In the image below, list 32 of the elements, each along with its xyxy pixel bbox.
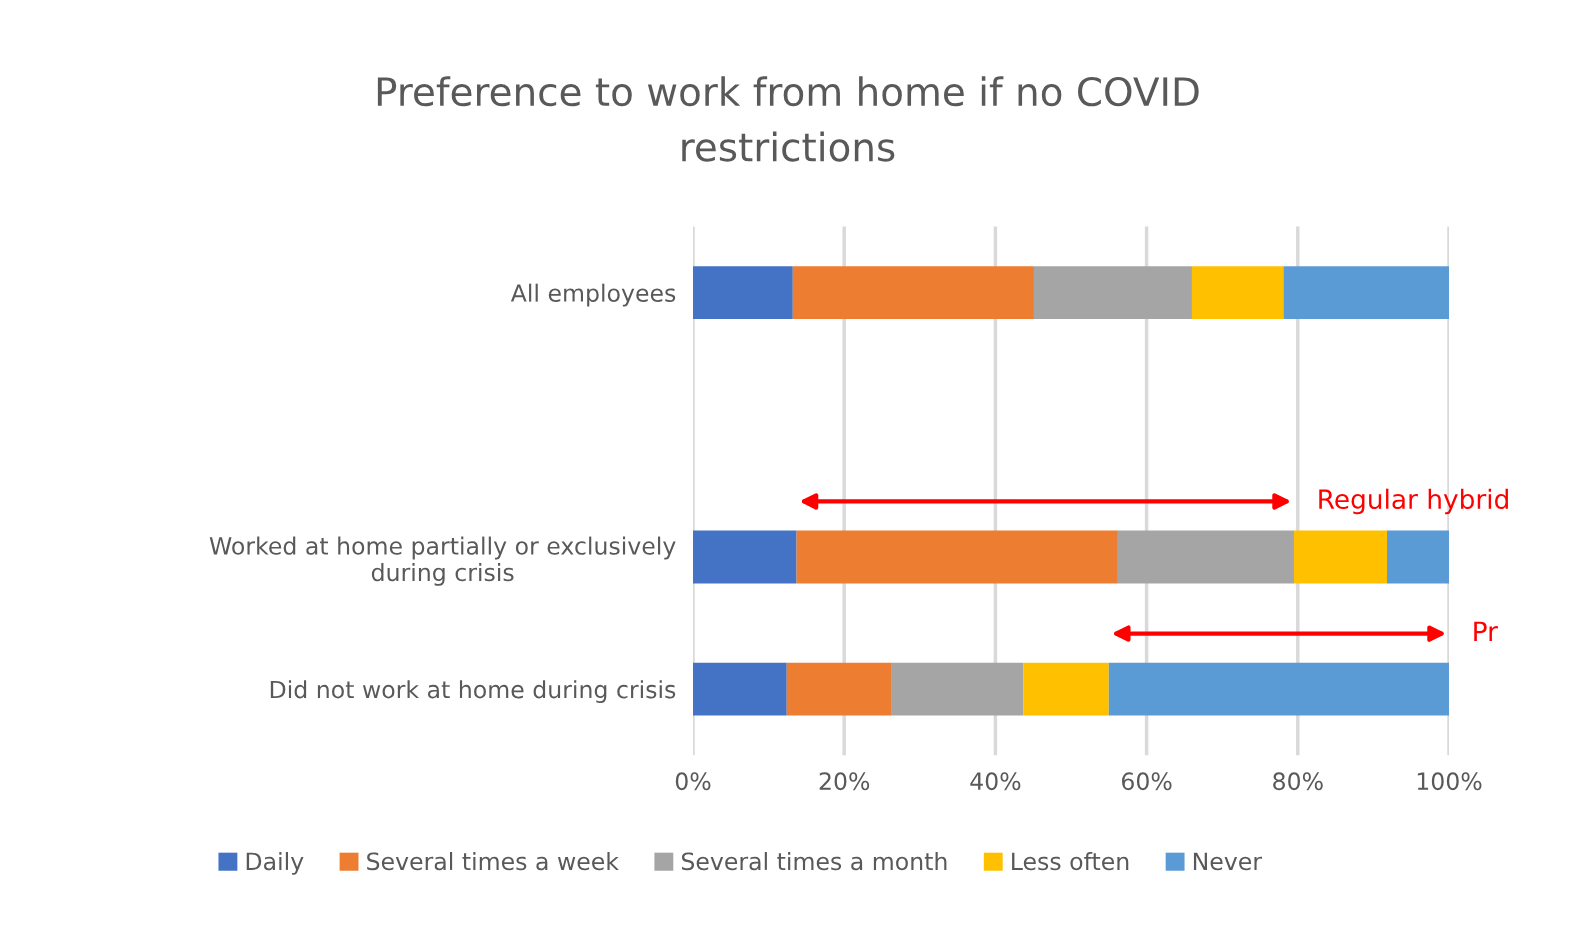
- bar: [693, 530, 797, 584]
- text: Pr: [1474, 621, 1498, 641]
- x-tick-label: 60%: [1122, 772, 1172, 791]
- legend-label: Never: [1193, 852, 1263, 871]
- bar: [796, 530, 1118, 584]
- legend-label: Several times a week: [367, 851, 619, 871]
- legend-label: Daily: [246, 851, 304, 875]
- bar: [1191, 266, 1284, 320]
- bar: [693, 266, 793, 320]
- bar: [1117, 530, 1295, 584]
- bar: [1294, 530, 1388, 584]
- bar: [1387, 530, 1449, 584]
- legend-label: Several times a month: [681, 851, 947, 871]
- chart-title: Preference to work from home if no COVID restrictions: [377, 76, 1199, 162]
- x-tick-label: 20%: [819, 772, 870, 791]
- bar: [792, 266, 1034, 320]
- bar: [1033, 266, 1192, 320]
- x-tick-label: 100%: [1417, 772, 1482, 791]
- bar: [1108, 662, 1449, 716]
- y-tick-label: Did not work at home during crisis: [270, 680, 676, 703]
- bar: [786, 662, 892, 716]
- y-tick-label: All employees: [510, 283, 676, 307]
- bar: [1023, 662, 1109, 716]
- x-tick-label: 80%: [1273, 772, 1323, 791]
- legend-label: Less often: [1012, 851, 1129, 871]
- x-tick-label: 40%: [970, 772, 1021, 791]
- bar: [891, 662, 1024, 716]
- y-tick-label: Worked at home partially or exclusively during crisis: [209, 536, 676, 586]
- bar: [1283, 266, 1449, 320]
- annotation: Regular hybrid: [1319, 488, 1508, 515]
- x-tick-label: 0%: [675, 772, 711, 791]
- bar: [693, 662, 787, 716]
